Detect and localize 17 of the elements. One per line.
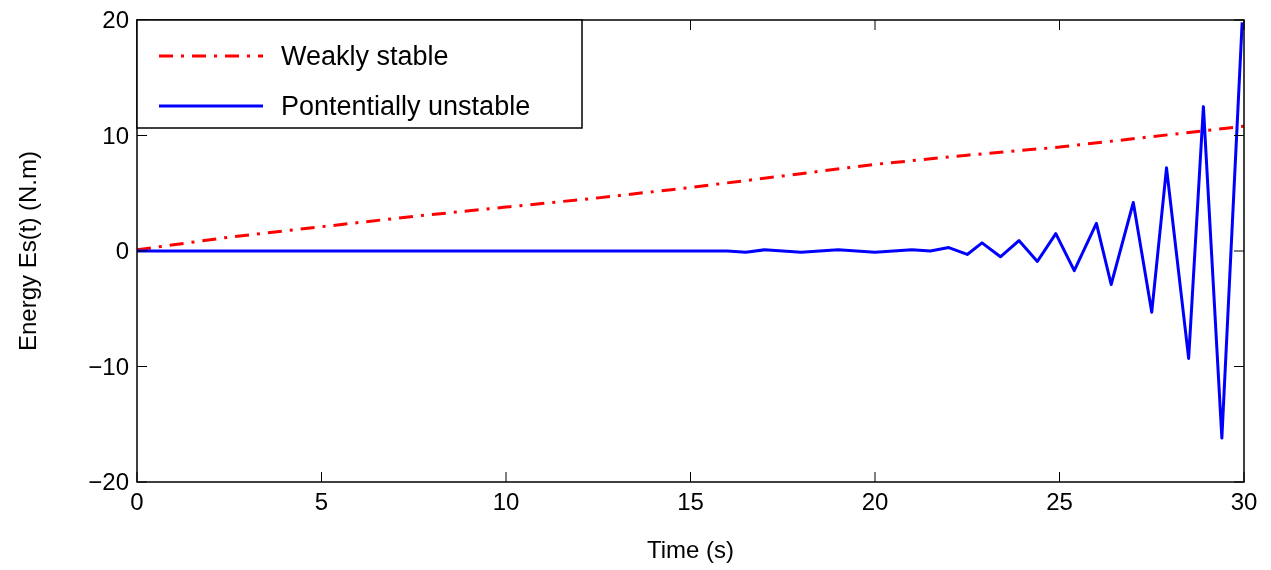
x-tick-label: 10 (492, 488, 520, 515)
legend-label: Weakly stable (281, 41, 449, 71)
x-tick-label: 30 (1230, 488, 1258, 515)
y-tick-label: −20 (88, 468, 129, 495)
y-tick-label: 10 (102, 121, 129, 149)
legend-label: Pontentially unstable (281, 91, 531, 121)
y-axis-title: Energy Es(t) (N.m) (14, 150, 41, 352)
y-tick-label: −10 (88, 352, 129, 380)
line-series (137, 124, 1244, 252)
x-axis-title: Time (s) (646, 536, 735, 563)
x-tick-label: 15 (677, 488, 704, 515)
y-tick-label: 20 (102, 6, 129, 33)
x-tick-label: 5 (314, 488, 329, 515)
line-series (137, 20, 1244, 440)
y-tick-label: 0 (115, 237, 129, 264)
x-tick-label: 20 (861, 488, 889, 515)
x-tick-label: 25 (1046, 488, 1073, 515)
